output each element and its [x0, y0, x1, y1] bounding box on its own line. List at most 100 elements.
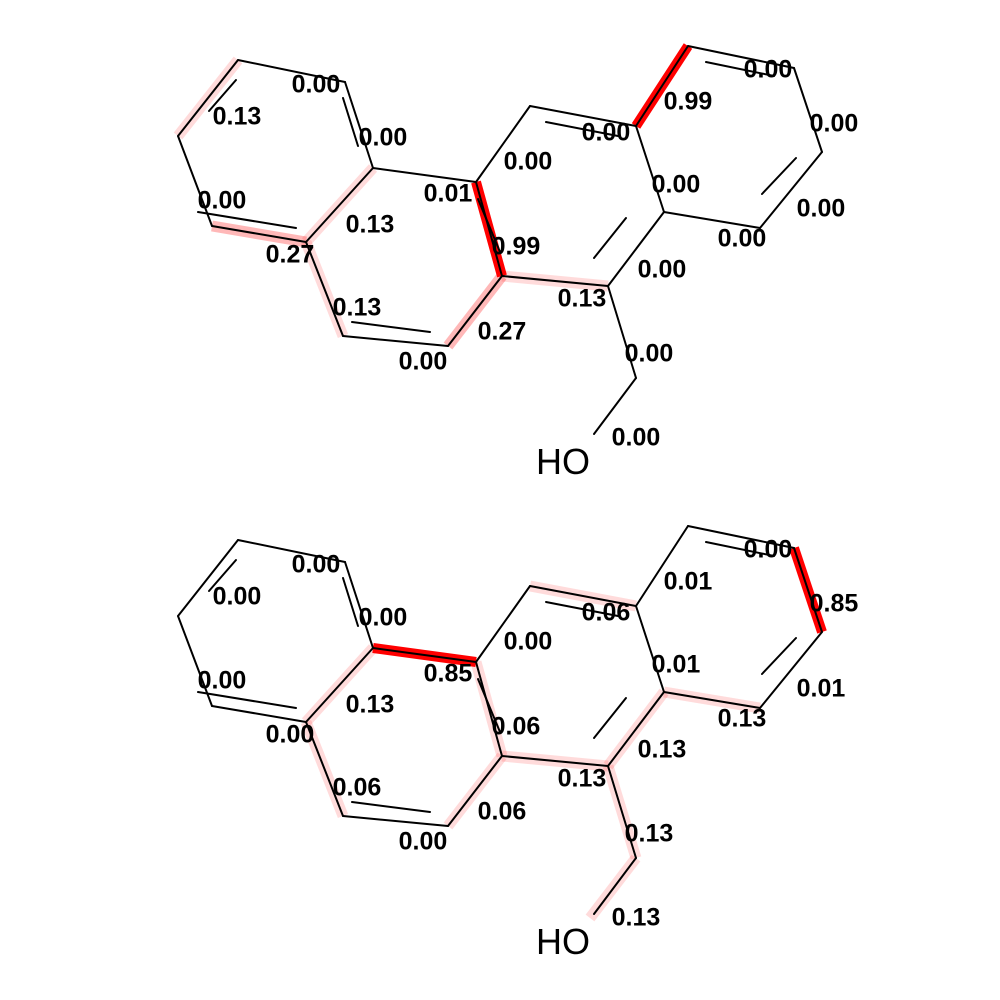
bond — [635, 525, 689, 607]
double-bond-line — [593, 697, 627, 739]
bond — [635, 45, 689, 127]
bond — [607, 691, 665, 767]
double-bond-line — [761, 157, 797, 195]
bond — [663, 211, 761, 229]
bond — [177, 59, 239, 137]
bond-weight-label: 0.00 — [399, 828, 448, 856]
double-bond-line — [477, 198, 501, 253]
bond — [759, 631, 823, 709]
double-bond-line — [477, 678, 501, 733]
double-bond-line — [342, 97, 359, 147]
double-bond-line — [351, 321, 431, 333]
bond-weight-label: 0.99 — [492, 233, 541, 261]
bond-weight-label: 0.00 — [504, 148, 553, 176]
bond — [593, 857, 637, 915]
bond — [447, 275, 503, 347]
bond-weight-label: 0.00 — [810, 110, 859, 138]
bond — [211, 705, 307, 723]
bond-weight-label: 0.27 — [478, 318, 527, 346]
double-bond-line — [593, 217, 627, 259]
bond — [607, 765, 637, 859]
bond-weight-label: 0.00 — [718, 225, 767, 253]
double-bond-line — [342, 577, 359, 627]
bond — [177, 539, 239, 617]
bond-weight-label: 0.01 — [652, 651, 701, 679]
bond-weight-label: 0.00 — [359, 604, 408, 632]
bond-weight-label: 0.00 — [744, 56, 793, 84]
bond-weight-label: 0.13 — [558, 285, 607, 313]
bond-weight-label: 0.00 — [292, 551, 341, 579]
bond-weight-label: 0.13 — [346, 691, 395, 719]
bond-weight-label: 0.00 — [359, 124, 408, 152]
bond — [635, 605, 665, 693]
bond-weight-label: 0.00 — [504, 628, 553, 656]
bond — [237, 539, 346, 563]
bond — [475, 181, 503, 277]
double-bond-line — [545, 121, 619, 137]
bond — [663, 691, 761, 709]
bond — [635, 125, 665, 213]
bond — [305, 721, 344, 817]
bond-weight-label: 0.13 — [213, 103, 262, 131]
bond — [593, 377, 637, 435]
bond-weight-label: 0.13 — [718, 705, 767, 733]
bond-weight-label: 0.06 — [478, 798, 527, 826]
bond — [687, 525, 795, 549]
bond-weight-label: 0.00 — [399, 348, 448, 376]
bond-weight-label: 0.00 — [638, 256, 687, 284]
bond — [529, 105, 637, 127]
bond — [793, 547, 823, 633]
bond — [211, 225, 307, 243]
bond — [177, 135, 213, 227]
bond-weight-label: 0.01 — [424, 180, 473, 208]
bond-weight-label: 0.99 — [664, 88, 713, 116]
bond — [342, 815, 449, 827]
bond-weight-label: 0.13 — [625, 820, 674, 848]
bond-weight-label: 0.00 — [198, 667, 247, 695]
bond — [344, 561, 374, 649]
bond-weight-label: 0.00 — [582, 119, 631, 147]
hydroxyl-atom-label: HO — [536, 921, 590, 962]
bond-weight-label: 0.13 — [558, 765, 607, 793]
bond-weight-label: 0.01 — [797, 675, 846, 703]
bond-weight-label: 0.06 — [333, 774, 382, 802]
bond-weight-label: 0.00 — [292, 71, 341, 99]
bond — [501, 275, 609, 287]
bond — [793, 67, 823, 153]
bond-weight-label: 0.06 — [582, 599, 631, 627]
double-bond-line — [208, 79, 237, 112]
bond — [237, 59, 346, 83]
double-bond-line — [761, 637, 797, 675]
bond-weight-label: 0.00 — [213, 583, 262, 611]
molecule-bottom: 0.00 0.00 0.00 0.00 0.00 0.13 0.06 0.00 0.06 0.85… — [177, 525, 859, 962]
bond-weight-label: 0.00 — [198, 187, 247, 215]
bond — [305, 167, 374, 243]
bond — [687, 45, 795, 69]
double-bond-line — [197, 211, 297, 229]
bond-weight-label: 0.13 — [638, 736, 687, 764]
double-bond-line — [705, 61, 775, 77]
bond — [759, 151, 823, 229]
bond — [342, 335, 449, 347]
bond-weight-label: 0.00 — [612, 424, 661, 452]
bond-weight-label: 0.85 — [424, 660, 473, 688]
bond-weight-label: 0.85 — [810, 590, 859, 618]
bond-weight-label: 0.00 — [266, 721, 315, 749]
bond-weight-label: 0.27 — [266, 241, 315, 269]
bond — [344, 81, 374, 169]
bond — [529, 585, 637, 607]
molecule-top: 0.00 0.13 0.00 0.00 0.27 0.13 0.13 0.00 0.27 0.01… — [173, 43, 859, 482]
bond-weight-label: 0.01 — [664, 568, 713, 596]
bond-weight-label: 0.00 — [652, 171, 701, 199]
hydroxyl-atom-label: HO — [536, 441, 590, 482]
bond — [475, 661, 503, 757]
bond-weight-label: 0.06 — [492, 713, 541, 741]
double-bond-line — [197, 691, 297, 709]
double-bond-line — [208, 559, 237, 592]
bond-weight-label: 0.13 — [346, 211, 395, 239]
bond-weight-label: 0.00 — [797, 195, 846, 223]
bond-weight-label: 0.00 — [744, 536, 793, 564]
bond — [607, 211, 665, 287]
bond-weight-label: 0.00 — [625, 340, 674, 368]
